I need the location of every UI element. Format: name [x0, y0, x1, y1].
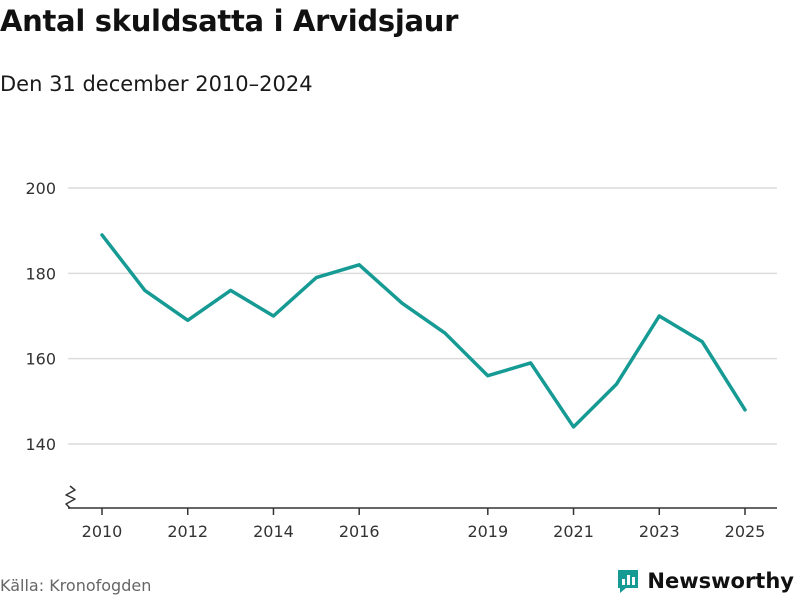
y-axis-ticks: 140 160 180 200	[25, 179, 56, 454]
brand-logo: Newsworthy	[615, 568, 794, 594]
x-axis-ticks: 2010 2012 2014 2016 2019 2021 2023 2025	[82, 508, 766, 541]
x-tick-label: 2021	[553, 522, 594, 541]
x-tick-label: 2010	[82, 522, 123, 541]
y-tick-label: 140	[25, 435, 56, 454]
y-tick-label: 200	[25, 179, 56, 198]
axis-break-icon	[65, 485, 76, 509]
newsworthy-logo-icon	[618, 570, 639, 593]
x-tick-label: 2023	[639, 522, 680, 541]
y-tick-label: 160	[25, 350, 56, 369]
chart-title: Antal skuldsatta i Arvidsjaur	[0, 4, 459, 38]
x-tick-label: 2019	[467, 522, 508, 541]
source-note: Källa: Kronofogden	[0, 576, 152, 595]
x-tick-label: 2014	[253, 522, 294, 541]
y-tick-label: 180	[25, 264, 56, 283]
gridlines	[68, 187, 777, 445]
x-tick-label: 2012	[167, 522, 208, 541]
chart-subtitle: Den 31 december 2010–2024	[0, 72, 313, 96]
x-tick-label: 2025	[725, 522, 766, 541]
series-line-antal-skuldsatta	[100, 233, 747, 429]
brand-name: Newsworthy	[647, 569, 794, 593]
x-tick-label: 2016	[339, 522, 380, 541]
